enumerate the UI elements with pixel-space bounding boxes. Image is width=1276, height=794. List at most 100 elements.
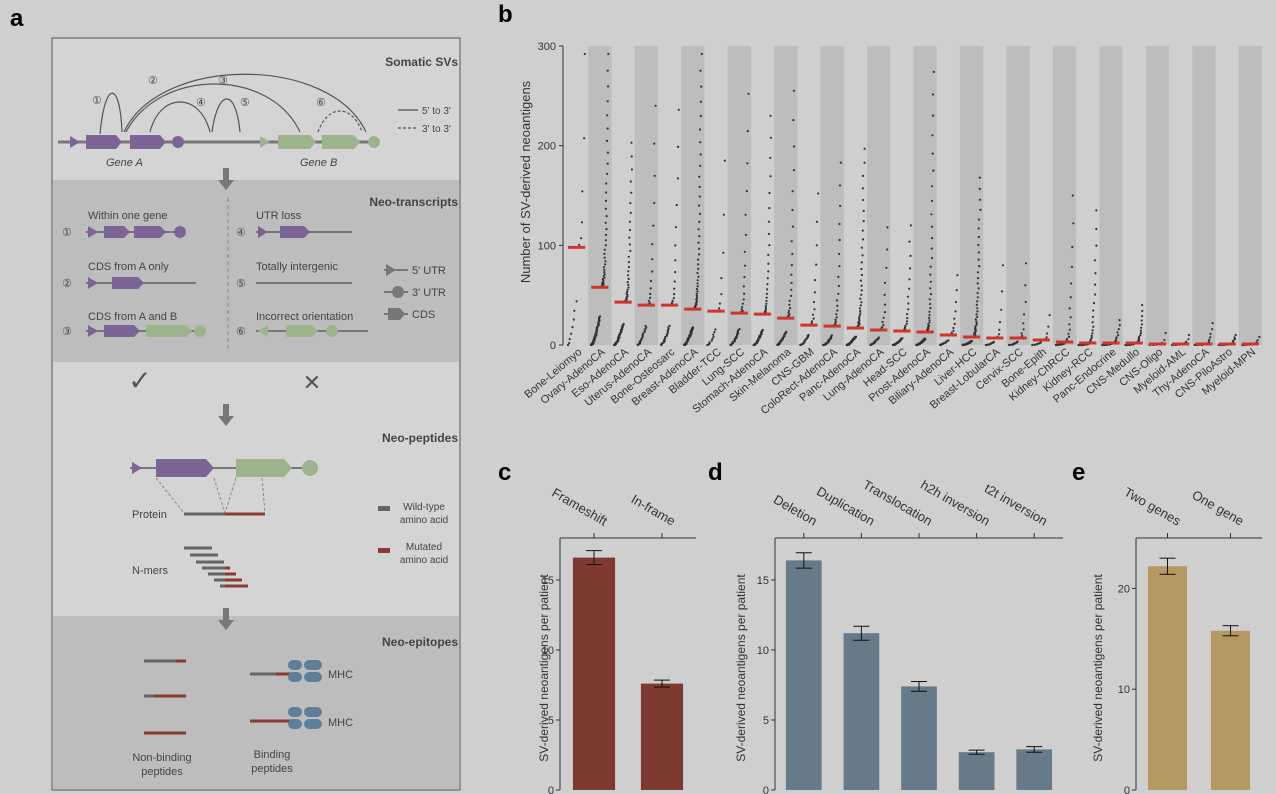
data-point xyxy=(1139,332,1142,335)
data-point xyxy=(907,308,910,311)
data-point xyxy=(881,326,884,329)
legend-3utr: 3' UTR xyxy=(412,287,446,299)
data-point xyxy=(710,339,713,342)
data-point xyxy=(886,248,889,251)
sv-num-5: ⑤ xyxy=(240,97,250,109)
data-point xyxy=(644,324,647,327)
data-point xyxy=(836,309,839,312)
data-point xyxy=(978,265,981,268)
data-point xyxy=(722,251,725,254)
data-point xyxy=(950,331,953,334)
mhc-label-1: MHC xyxy=(328,669,353,681)
data-point xyxy=(947,339,950,342)
data-point xyxy=(764,306,768,309)
data-point xyxy=(738,328,741,331)
data-point xyxy=(698,220,701,223)
data-point xyxy=(713,331,716,334)
data-point xyxy=(601,278,605,281)
data-point xyxy=(676,177,680,180)
data-point xyxy=(976,310,979,313)
data-point xyxy=(834,318,837,321)
data-point xyxy=(602,266,606,269)
sv-num-4: ④ xyxy=(196,97,206,109)
data-point xyxy=(761,328,764,331)
data-point xyxy=(838,184,842,187)
data-point xyxy=(974,325,977,328)
data-point xyxy=(860,301,863,304)
data-point xyxy=(720,277,723,280)
data-point xyxy=(1022,322,1025,325)
data-point xyxy=(629,202,632,205)
data-point xyxy=(744,233,748,236)
data-point xyxy=(606,100,609,103)
data-point xyxy=(1141,304,1144,307)
bar xyxy=(1210,630,1251,790)
y-tick-label: 0 xyxy=(763,785,769,794)
data-point xyxy=(860,246,864,249)
data-point xyxy=(714,328,717,331)
y-tick-label: 20 xyxy=(1118,583,1130,595)
bar xyxy=(843,633,880,790)
data-point xyxy=(625,292,628,295)
utr-legend-glyphs xyxy=(384,264,408,320)
data-point xyxy=(1067,332,1070,335)
y-tick-label: 10 xyxy=(1118,684,1130,696)
data-point xyxy=(696,296,699,299)
chart-c-ylabel: SV-derived neoantigens per patient xyxy=(537,574,551,762)
data-point xyxy=(627,261,631,264)
data-point xyxy=(908,278,911,281)
data-point xyxy=(838,252,841,256)
data-point xyxy=(698,212,702,215)
data-point xyxy=(1256,339,1259,342)
legend-3to3: 3' to 3' xyxy=(422,124,451,135)
chart-d-ylabel: SV-derived neoantigens per patient xyxy=(734,574,748,762)
data-point xyxy=(1024,262,1028,265)
data-point xyxy=(605,139,609,142)
data-point xyxy=(768,191,771,195)
data-point xyxy=(1141,309,1144,312)
data-point xyxy=(785,330,788,333)
legend-5utr: 5' UTR xyxy=(412,265,446,277)
data-point xyxy=(740,308,743,311)
data-point xyxy=(929,280,932,283)
check-icon: ✓ xyxy=(128,365,151,396)
data-point xyxy=(810,320,814,323)
data-point xyxy=(675,203,678,207)
data-point xyxy=(629,180,632,183)
data-point xyxy=(837,292,840,295)
data-point xyxy=(992,340,995,343)
data-point xyxy=(1048,314,1051,317)
data-point xyxy=(1187,338,1190,341)
bar xyxy=(640,683,684,790)
column-band xyxy=(1238,46,1262,345)
bar xyxy=(1016,749,1053,790)
data-point xyxy=(606,151,610,154)
transcript-label-5: Totally intergenic xyxy=(256,261,338,273)
data-point xyxy=(766,288,769,291)
data-point xyxy=(1016,340,1019,343)
data-point xyxy=(860,289,863,292)
data-point xyxy=(642,332,645,335)
data-point xyxy=(649,296,652,299)
data-point xyxy=(1047,325,1050,328)
data-point xyxy=(1090,334,1093,337)
data-point xyxy=(699,164,702,167)
column-band xyxy=(588,46,612,345)
data-point xyxy=(929,293,933,296)
data-point xyxy=(723,159,726,162)
data-point xyxy=(696,290,699,293)
data-point xyxy=(1141,315,1144,318)
column-band xyxy=(681,46,705,345)
data-point xyxy=(905,322,908,325)
data-point xyxy=(605,191,608,194)
data-point xyxy=(1209,336,1212,339)
data-point xyxy=(1091,329,1094,332)
data-point xyxy=(768,207,771,210)
data-point xyxy=(583,137,586,140)
data-point xyxy=(627,270,630,273)
data-point xyxy=(1091,315,1095,318)
data-point xyxy=(970,340,974,343)
data-point xyxy=(861,229,864,232)
data-point xyxy=(1140,323,1143,326)
data-point xyxy=(977,243,980,247)
